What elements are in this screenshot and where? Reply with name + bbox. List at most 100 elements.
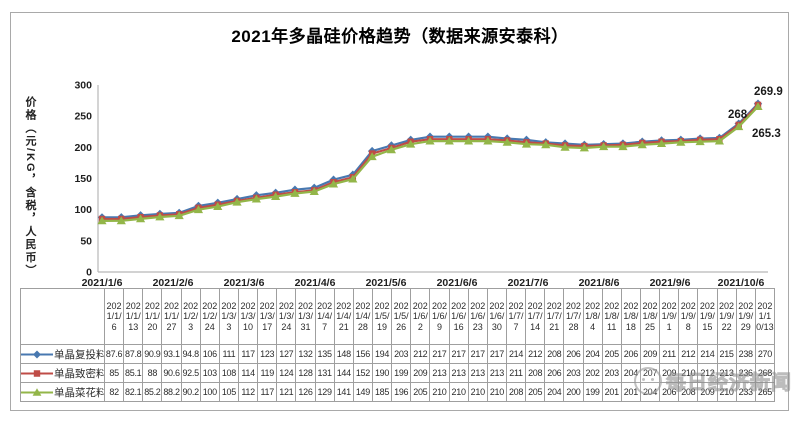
table-cell: 205: [410, 382, 431, 402]
table-cell: 201: [601, 382, 622, 402]
date-column-header: 2021/9/8: [678, 288, 699, 345]
table-cell: 85: [103, 363, 125, 383]
table-cell: 148: [333, 344, 354, 364]
table-cell: 209: [659, 363, 680, 383]
triangle-marker: [348, 174, 358, 183]
series-line: [101, 103, 759, 219]
date-column-header: 2021/4/28: [352, 288, 373, 345]
triangle-marker: [444, 136, 454, 145]
table-cell: 268: [754, 363, 776, 383]
triangle-marker: [734, 122, 744, 131]
y-tick-label: 100: [74, 204, 92, 216]
table-cell: 194: [371, 344, 393, 364]
table-cell: 204: [582, 344, 603, 364]
date-column-header: 2021/2/3: [180, 288, 201, 345]
table-cell: 213: [716, 363, 737, 383]
table-cell: 87.8: [123, 344, 144, 364]
table-cell: 149: [352, 382, 373, 402]
triangle-marker: [213, 202, 223, 210]
date-column-header: 2021/3/31: [295, 288, 316, 345]
date-column-header: 2021/2/24: [199, 288, 220, 345]
y-axis-title: 价格（元/KG，含税，人民币）: [24, 96, 36, 278]
table-cell: 111: [218, 344, 239, 364]
table-cell: 126: [295, 382, 316, 402]
date-column-header: 2021/6/9: [429, 288, 450, 345]
date-column-header: 2021/6/30: [486, 288, 507, 345]
table-cell: 185: [371, 382, 393, 402]
table-cell: 92.5: [180, 363, 201, 383]
triangle-marker: [637, 140, 647, 149]
triangle-marker: [753, 102, 763, 111]
table-cell: 236: [735, 363, 756, 383]
triangle-marker: [695, 137, 705, 146]
table-cell: 213: [467, 363, 488, 383]
date-column-header: 2021/7/28: [563, 288, 584, 345]
table-cell: 206: [620, 344, 641, 364]
table-cell: 108: [218, 363, 239, 383]
triangle-marker: [386, 145, 397, 154]
table-cell: 85.1: [123, 363, 144, 383]
y-tick-label: 250: [74, 111, 92, 123]
triangle-marker: [97, 216, 107, 225]
triangle-marker: [560, 142, 570, 151]
triangle-marker: [406, 139, 416, 148]
table-cell: 204: [639, 382, 661, 402]
table-cell: 200: [563, 382, 584, 402]
series-row-label: 单晶菜花料: [20, 382, 105, 402]
date-column-header: 2021/5/26: [391, 288, 412, 345]
table-cell: 206: [563, 344, 584, 364]
table-cell: 208: [678, 382, 699, 402]
table-header-row: 2021/1/6 2021/1/13 2021/1/20 2021/1/27 2021/…: [20, 288, 776, 345]
price-trend-line-chart: 0 50 100 150 200 250 300 2021/1/6 2021/2/6 2021/3…: [74, 80, 782, 290]
table-cell: 209: [410, 363, 431, 383]
series-name: 单晶菜花料: [54, 386, 105, 399]
triangle-marker: [483, 136, 493, 145]
series-单晶复投料: [97, 99, 763, 222]
table-cell: 211: [659, 344, 680, 364]
table-corner-cell: [20, 288, 105, 345]
table-cell: 206: [544, 363, 565, 383]
series-end-label: 268: [728, 109, 748, 121]
table-cell: 210: [429, 382, 450, 402]
table-cell: 212: [697, 363, 718, 383]
table-cell: 203: [601, 363, 622, 383]
series-name: 单晶复投料: [54, 348, 105, 361]
table-cell: 204: [620, 363, 641, 383]
table-cell: 106: [199, 344, 220, 364]
series-name: 单晶致密料: [54, 367, 105, 380]
table-cell: 205: [601, 344, 622, 364]
date-column-header: 2021/8/18: [620, 288, 641, 345]
date-column-header: 2021/3/10: [237, 288, 259, 345]
triangle-marker: [290, 189, 300, 197]
triangle-marker: [328, 179, 339, 188]
triangle-marker: [541, 140, 551, 149]
table-cell: 82.1: [123, 382, 144, 402]
table-cell: 117: [257, 382, 278, 402]
table-cell: 85.2: [142, 382, 163, 402]
triangle-marker: [618, 142, 628, 151]
date-column-header: 2021/5/19: [371, 288, 393, 345]
table-cell: 210: [678, 363, 699, 383]
table-cell: 141: [333, 382, 354, 402]
date-column-header: 2021/3/3: [218, 288, 239, 345]
table-cell: 90.9: [142, 344, 163, 364]
table-cell: 90.6: [161, 363, 182, 383]
date-column-header: 2021/8/25: [639, 288, 661, 345]
table-cell: 199: [582, 382, 603, 402]
table-cell: 103: [199, 363, 220, 383]
table-cell: 215: [716, 344, 737, 364]
table-cell: 212: [525, 344, 546, 364]
table-cell: 203: [391, 344, 412, 364]
table-cell: 114: [237, 363, 259, 383]
table-cell: 213: [429, 363, 450, 383]
date-column-header: 2021/4/7: [314, 288, 335, 345]
table-cell: 210: [448, 382, 469, 402]
date-column-header: 2021/1/6: [103, 288, 125, 345]
y-axis-tick-labels: 0 50 100 150 200 250 300: [74, 80, 92, 279]
table-cell: 88: [142, 363, 163, 383]
chart-title: 2021年多晶硅价格趋势（数据来源安泰科）: [231, 27, 569, 46]
table-cell: 213: [486, 363, 507, 383]
table-cell: 131: [314, 363, 335, 383]
table-cell: 217: [429, 344, 450, 364]
